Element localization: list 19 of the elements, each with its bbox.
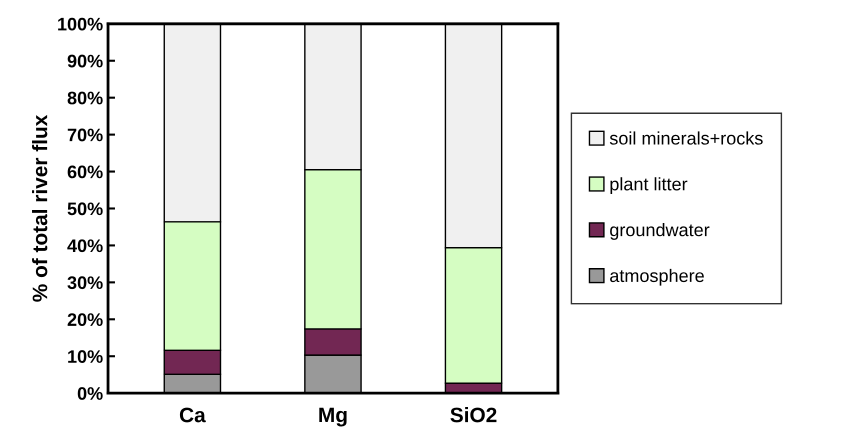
x-tick-label: Ca xyxy=(180,408,206,422)
y-tick-label: 0% xyxy=(78,387,103,400)
y-tick-label: 30% xyxy=(67,276,103,290)
y-tick-label: 20% xyxy=(68,313,103,326)
y-axis-title: % of total river flux xyxy=(32,114,48,302)
y-tick-label: 80% xyxy=(68,92,103,104)
y-tick-label: 60% xyxy=(68,165,103,178)
x-tick-label: Mg xyxy=(319,408,347,426)
y-tick-label: 90% xyxy=(68,54,103,68)
y-tick-label: 100% xyxy=(58,18,103,31)
x-tick-label: SiO2 xyxy=(450,407,496,422)
legend-label: atmosphere xyxy=(610,268,704,286)
legend-label: groundwater xyxy=(610,223,710,240)
y-tick-label: 70% xyxy=(68,128,103,142)
y-tick-label: 40% xyxy=(67,239,103,252)
y-tick-label: 10% xyxy=(68,350,103,363)
legend-label: soil minerals+rocks xyxy=(610,131,763,145)
legend-label: plant litter xyxy=(610,177,688,194)
y-tick-label: 50% xyxy=(68,202,103,216)
